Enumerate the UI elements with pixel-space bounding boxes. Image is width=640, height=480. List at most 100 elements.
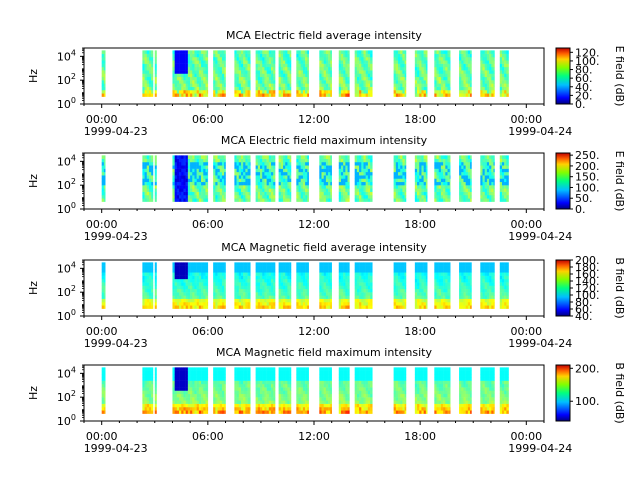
- spectrogram-cell: [449, 285, 451, 290]
- spectrogram-cell: [447, 278, 450, 283]
- spectrogram-cell: [194, 292, 197, 296]
- spectrogram-cell: [201, 83, 204, 87]
- spectrogram-cell: [467, 168, 471, 173]
- spectrogram-cell: [238, 168, 242, 173]
- spectrogram-cell: [417, 76, 420, 81]
- spectrogram-cell: [240, 70, 244, 74]
- spectrogram-cell: [445, 191, 448, 196]
- spectrogram-cell: [365, 305, 369, 309]
- spectrogram-cell: [213, 288, 216, 293]
- spectrogram-cell: [300, 155, 304, 159]
- spectrogram-cell: [172, 86, 175, 91]
- spectrogram-cell: [205, 60, 208, 64]
- spectrogram-cell: [280, 70, 284, 74]
- spectrogram-cell: [236, 66, 240, 71]
- spectrogram-cell: [236, 83, 240, 87]
- spectrogram-cell: [103, 298, 106, 303]
- spectrogram-cell: [172, 90, 175, 94]
- spectrogram-cell: [103, 191, 106, 196]
- spectrogram-cell: [257, 188, 261, 192]
- spectrogram-cell: [440, 191, 444, 196]
- spectrogram-cell: [480, 63, 483, 68]
- spectrogram-cell: [325, 282, 329, 286]
- spectrogram-cell: [103, 285, 106, 290]
- spectrogram-cell: [146, 86, 150, 91]
- spectrogram-cell: [201, 56, 204, 61]
- spectrogram-cell: [245, 302, 248, 306]
- spectrogram-cell: [330, 188, 332, 192]
- spectrogram-cell: [463, 285, 466, 290]
- spectrogram-cell: [238, 93, 242, 97]
- spectrogram-cell: [367, 302, 371, 306]
- spectrogram-cell: [340, 86, 344, 91]
- spectrogram-cell: [443, 302, 446, 306]
- spectrogram-cell: [278, 175, 282, 179]
- spectrogram-cell: [414, 70, 418, 74]
- spectrogram-cell: [183, 161, 186, 166]
- spectrogram-cell: [266, 168, 270, 173]
- spectrogram-cell: [465, 83, 469, 87]
- spectrogram-cell: [402, 195, 405, 199]
- spectrogram-cell: [289, 275, 292, 280]
- spectrogram-cell: [361, 53, 364, 58]
- spectrogram-cell: [192, 73, 195, 78]
- spectrogram-cell: [187, 90, 191, 94]
- spectrogram-cell: [103, 265, 106, 270]
- spectrogram-cell: [365, 185, 369, 189]
- spectrogram-cell: [273, 282, 276, 286]
- spectrogram-cell: [224, 175, 226, 179]
- spectrogram-cell: [445, 305, 448, 309]
- spectrogram-cell: [289, 83, 292, 87]
- spectrogram-cell: [321, 155, 324, 159]
- spectrogram-cell: [393, 76, 397, 81]
- spectrogram-cell: [234, 275, 237, 280]
- spectrogram-cell: [185, 181, 189, 186]
- spectrogram-cell: [506, 80, 509, 84]
- spectrogram-cell: [154, 175, 157, 179]
- spectrogram-cell: [260, 171, 263, 176]
- spectrogram-cell: [198, 185, 202, 189]
- spectrogram-cell: [287, 171, 290, 176]
- spectrogram-cell: [148, 161, 152, 166]
- spectrogram-cell: [491, 188, 494, 192]
- spectrogram-cell: [181, 181, 184, 186]
- spectrogram-cell: [438, 70, 442, 74]
- spectrogram-cell: [465, 175, 469, 179]
- spectrogram-cell: [305, 272, 308, 276]
- spectrogram-cell: [264, 63, 267, 68]
- spectrogram-cell: [419, 188, 422, 192]
- spectrogram-cell: [506, 66, 509, 71]
- spectrogram-cell: [185, 56, 189, 61]
- spectrogram-cell: [285, 262, 288, 266]
- spectrogram-cell: [234, 295, 237, 299]
- spectrogram-cell: [484, 90, 488, 94]
- spectrogram-cell: [363, 53, 366, 58]
- spectrogram-cell: [273, 288, 276, 293]
- spectrogram-cell: [185, 262, 189, 266]
- spectrogram-cell: [325, 161, 329, 166]
- spectrogram-cell: [190, 93, 193, 97]
- spectrogram-cell: [187, 278, 191, 283]
- spectrogram-cell: [300, 168, 304, 173]
- spectrogram-cell: [347, 165, 350, 169]
- spectrogram-cell: [438, 86, 442, 91]
- spectrogram-cell: [289, 285, 292, 290]
- spectrogram-cell: [459, 53, 462, 58]
- spectrogram-cell: [370, 275, 373, 280]
- spectrogram-cell: [285, 288, 288, 293]
- spectrogram-cell: [203, 278, 206, 283]
- spectrogram-cell: [470, 181, 472, 186]
- spectrogram-cell: [470, 275, 472, 280]
- spectrogram-cell: [198, 56, 202, 61]
- spectrogram-cell: [260, 265, 263, 270]
- spectrogram-cell: [300, 302, 304, 306]
- spectrogram-cell: [271, 285, 274, 290]
- spectrogram-cell: [154, 155, 157, 159]
- spectrogram-cell: [271, 155, 274, 159]
- spectrogram-cell: [243, 63, 246, 68]
- spectrogram-cell: [489, 76, 492, 81]
- spectrogram-cell: [499, 50, 503, 54]
- spectrogram-cell: [470, 262, 472, 266]
- spectrogram-cell: [262, 171, 265, 176]
- spectrogram-cell: [300, 188, 304, 192]
